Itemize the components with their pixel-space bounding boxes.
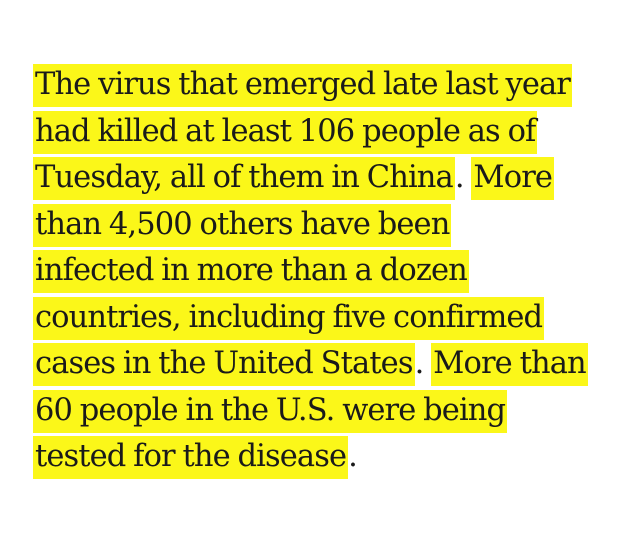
- plain-text: .: [454, 160, 472, 195]
- text-line-6: countries, including five confirmed: [33, 295, 613, 342]
- highlighted-text: countries, including five confirmed: [33, 296, 545, 340]
- highlighted-text: had killed at least 106 people as of: [33, 110, 538, 154]
- text-line-5: infected in more than a dozen: [33, 248, 613, 295]
- highlighted-text: More than: [431, 343, 588, 386]
- highlighted-text: 60 people in the U.S. were being: [33, 389, 508, 433]
- text-line-7: cases in the United States. More than: [33, 341, 613, 388]
- highlighted-text: Tuesday, all of them in China: [33, 157, 455, 200]
- highlighted-text: The virus that emerged late last year: [33, 64, 572, 107]
- text-line-9: tested for the disease.: [33, 434, 613, 481]
- plain-text: .: [414, 346, 432, 381]
- highlighted-text: More: [471, 157, 555, 200]
- text-line-3: Tuesday, all of them in China. More: [33, 155, 613, 202]
- highlighted-paragraph: The virus that emerged late last year ha…: [33, 62, 613, 481]
- text-line-2: had killed at least 106 people as of: [33, 109, 613, 156]
- plain-text: .: [348, 439, 358, 474]
- highlighted-text: tested for the disease: [33, 436, 349, 479]
- text-line-8: 60 people in the U.S. were being: [33, 388, 613, 435]
- text-line-4: than 4,500 others have been: [33, 202, 613, 249]
- highlighted-text: than 4,500 others have been: [33, 203, 452, 247]
- highlighted-text: cases in the United States: [33, 343, 415, 386]
- highlighted-text: infected in more than a dozen: [33, 250, 469, 293]
- text-line-1: The virus that emerged late last year: [33, 62, 613, 109]
